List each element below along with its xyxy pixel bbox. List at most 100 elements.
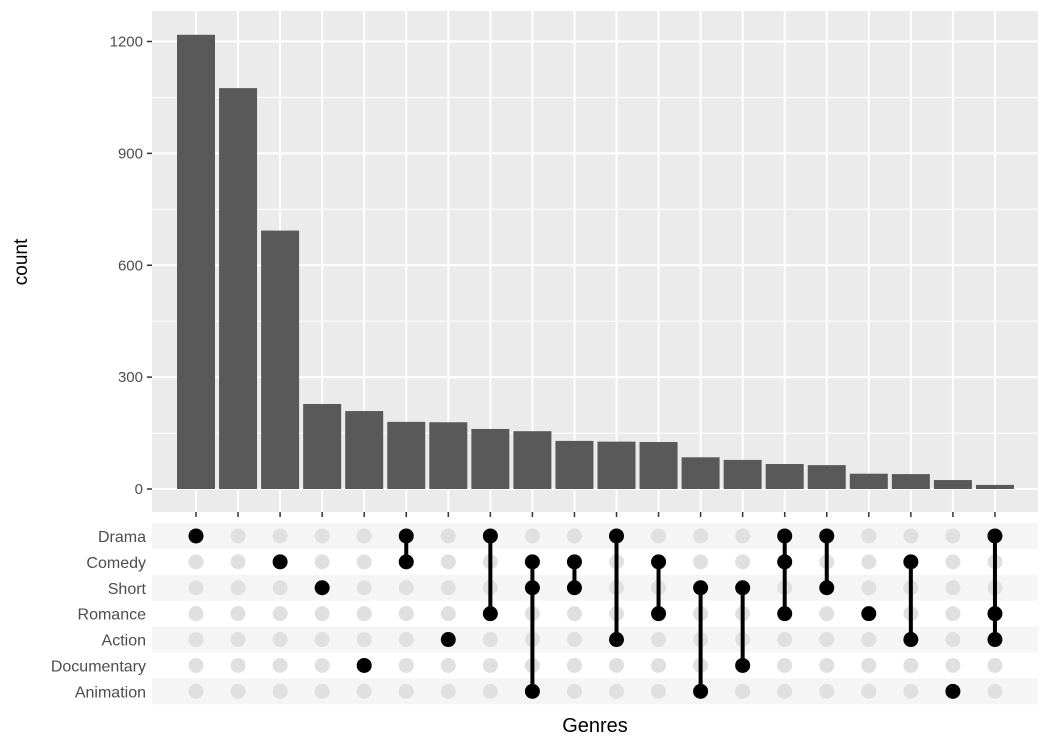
matrix-dot-active [188,528,204,544]
matrix-dot-inactive [987,683,1003,699]
bar-panel [152,11,1038,512]
y-tick-label: 600 [118,257,143,274]
bar [681,457,720,489]
matrix-dot-active [987,632,1003,648]
matrix-row-stripe [152,626,1038,653]
matrix-dot-inactive [314,632,330,648]
bars [177,34,1014,489]
matrix-dot-active [777,554,793,570]
matrix-dot-active [777,606,793,622]
matrix-dot-inactive [987,657,1003,673]
matrix-dot-inactive [482,683,498,699]
matrix-dot-inactive [651,683,667,699]
bar [723,459,762,489]
matrix-dot-active [314,580,330,596]
matrix-dot-inactive [651,528,667,544]
matrix-dot-inactive [735,528,751,544]
matrix-dot-active [482,606,498,622]
matrix-dot-inactive [188,657,204,673]
matrix-dot-inactive [945,580,961,596]
matrix-dot-inactive [566,683,582,699]
matrix-dot-inactive [230,580,246,596]
matrix-dot-inactive [314,606,330,622]
matrix-dot-active [861,606,877,622]
y-tick-label: 900 [118,145,143,162]
matrix-dot-inactive [482,632,498,648]
matrix-dot-inactive [945,606,961,622]
bar [219,88,258,489]
matrix-dot-inactive [230,683,246,699]
bar [765,464,804,489]
matrix-dot-active [903,632,919,648]
matrix-dot-active [651,554,667,570]
matrix-dot-inactive [819,632,835,648]
bar [471,428,510,489]
matrix-row-stripe [152,523,1038,549]
matrix-dot-inactive [230,632,246,648]
matrix-dot-inactive [440,554,456,570]
matrix-dot-active [819,580,835,596]
matrix-dot-inactive [861,632,877,648]
set-label: Action [102,633,146,650]
matrix-dot-inactive [566,606,582,622]
matrix-dot-inactive [903,657,919,673]
matrix-dot-inactive [356,554,372,570]
matrix-dot-inactive [356,632,372,648]
plot-background [152,11,1038,512]
matrix-dot-inactive [230,606,246,622]
matrix-dot-inactive [398,606,414,622]
matrix-dot-inactive [777,632,793,648]
matrix-dot-inactive [230,554,246,570]
matrix-dot-active [398,528,414,544]
bar [429,422,468,489]
matrix-dot-inactive [188,606,204,622]
matrix-dot-inactive [903,528,919,544]
matrix-dot-active [609,528,624,544]
matrix-dot-inactive [651,632,667,648]
intersection-matrix [152,523,1038,705]
matrix-dot-active [356,657,372,673]
set-label: Animation [75,684,146,701]
bar [387,421,426,489]
matrix-dot-active [987,606,1003,622]
matrix-dot-active [272,554,288,570]
matrix-dot-inactive [819,606,835,622]
set-label: Short [108,581,147,598]
matrix-dot-inactive [945,632,961,648]
matrix-dot-inactive [440,528,456,544]
matrix-dot-active [440,632,456,648]
matrix-dot-inactive [609,683,624,699]
matrix-dot-active [777,528,793,544]
matrix-dot-inactive [819,657,835,673]
matrix-dot-active [651,606,667,622]
matrix-dot-inactive [356,580,372,596]
matrix-dot-inactive [188,683,204,699]
matrix-dot-inactive [314,657,330,673]
matrix-dot-inactive [524,528,540,544]
matrix-dot-inactive [272,657,288,673]
matrix-dot-inactive [693,528,709,544]
matrix-dot-inactive [272,683,288,699]
matrix-dot-inactive [188,632,204,648]
matrix-dot-inactive [609,657,624,673]
matrix-dot-active [566,554,582,570]
matrix-row-stripe [152,678,1038,705]
matrix-dot-active [693,683,709,699]
matrix-dot-active [735,580,751,596]
bar [513,431,552,489]
set-label: Drama [98,529,146,546]
matrix-dot-inactive [566,528,582,544]
x-axis-title: Genres [562,715,628,737]
matrix-dot-active [609,632,624,648]
bar [555,440,594,489]
x-axis-ticks [195,512,996,517]
matrix-dot-inactive [861,657,877,673]
matrix-dot-inactive [735,554,751,570]
bar [849,473,888,489]
matrix-dot-active [566,580,582,596]
matrix-dot-active [945,683,961,699]
matrix-dot-inactive [566,657,582,673]
y-tick-label: 300 [118,369,143,386]
set-labels: Drama Comedy Short Romance Action Documentary… [51,529,147,701]
